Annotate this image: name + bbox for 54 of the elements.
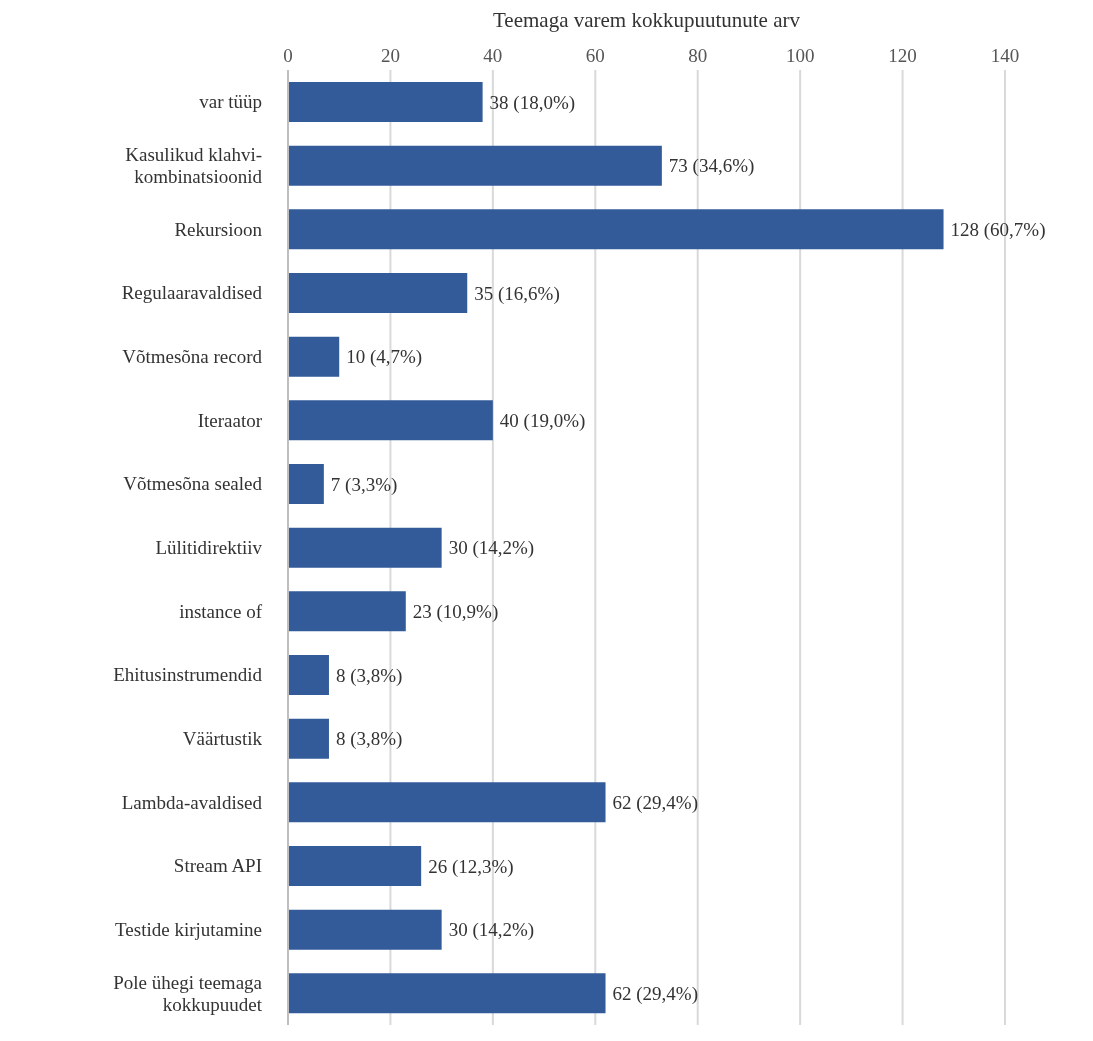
bar — [288, 655, 329, 695]
data-label: 26 (12,3%) — [428, 855, 514, 878]
y-tick-label: Testide kirjutamine — [115, 919, 262, 941]
y-tick-label: Stream API — [173, 855, 262, 877]
data-label: 8 (3,8%) — [335, 728, 403, 751]
x-tick-label: 100 — [785, 45, 815, 66]
bar — [288, 273, 468, 313]
bar — [288, 336, 340, 377]
x-tick-label: 120 — [888, 45, 917, 66]
y-tick-label: var tüüp — [199, 91, 262, 113]
y-tick-label: Pole ühegi teemaga kokkupuudet — [113, 971, 263, 1015]
x-tick-label: 140 — [990, 45, 1020, 66]
bar — [288, 718, 329, 759]
data-label: 128 (60,7%) — [950, 218, 1046, 241]
bar — [288, 527, 442, 568]
bar — [288, 846, 422, 886]
data-label: 30 (14,2%) — [448, 537, 535, 560]
x-tick-label: 40 — [483, 45, 503, 66]
data-label: 62 (29,4%) — [612, 982, 699, 1005]
y-tick-label: Regulaaravaldised — [121, 282, 263, 304]
y-tick-label: Iteraator — [197, 409, 263, 431]
bar — [288, 782, 606, 823]
data-label: 35 (16,6%) — [474, 282, 560, 305]
y-tick-label: Kasulikud klahvi-kombinatsioonid — [125, 144, 263, 188]
y-tick-label: Lambda-avaldised — [121, 791, 263, 813]
bar — [288, 909, 442, 950]
bar — [288, 591, 406, 632]
y-tick-label: Väärtustik — [182, 728, 263, 750]
y-tick-label: instance of — [179, 600, 263, 622]
x-tick-label: 20 — [380, 45, 400, 66]
bar — [288, 82, 483, 122]
data-label: 10 (4,7%) — [346, 346, 423, 369]
data-label: 8 (3,8%) — [335, 664, 403, 687]
x-tick-label: 0 — [283, 45, 293, 66]
data-label: 7 (3,3%) — [330, 473, 398, 496]
data-label: 23 (10,9%) — [412, 600, 499, 623]
x-tick-label: 60 — [585, 45, 605, 66]
data-label: 73 (34,6%) — [668, 155, 755, 178]
y-tick-label: Võtmesõna sealed — [123, 473, 263, 495]
x-tick-label: 80 — [688, 45, 708, 66]
bar — [288, 145, 662, 186]
y-tick-label: Ehitusinstrumendid — [113, 664, 263, 686]
bar — [288, 209, 944, 250]
y-tick-label: Võtmesõna record — [122, 346, 263, 368]
x-axis-title: Teemaga varem kokkupuutunute arv — [492, 8, 801, 33]
bar — [288, 464, 324, 504]
data-label: 38 (18,0%) — [489, 91, 576, 114]
y-tick-label: Rekursioon — [174, 218, 263, 240]
data-label: 30 (14,2%) — [448, 919, 535, 942]
data-label: 40 (19,0%) — [499, 409, 586, 432]
y-tick-label: Lülitidirektiiv — [155, 537, 263, 559]
bar — [288, 400, 493, 441]
bar — [288, 973, 606, 1014]
data-label: 62 (29,4%) — [612, 791, 699, 814]
